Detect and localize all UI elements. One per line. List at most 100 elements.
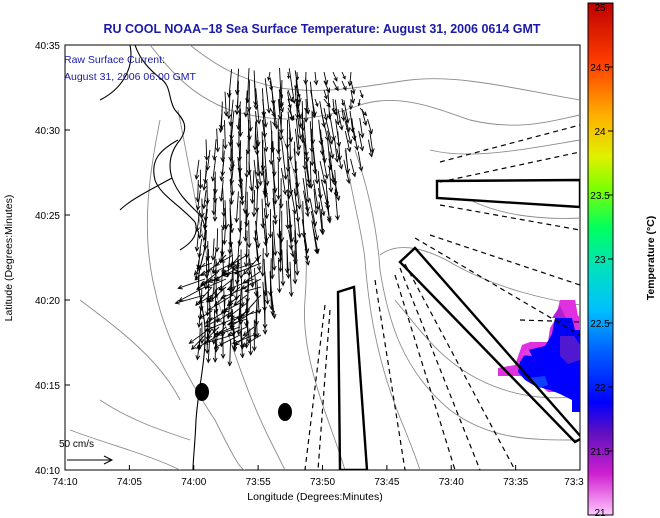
y-tick-label: 40:35 [35, 41, 60, 52]
y-tick-label: 40:15 [35, 381, 60, 392]
current-vector [288, 261, 294, 298]
current-vector [303, 239, 311, 266]
current-vector [304, 98, 309, 113]
current-vector [205, 278, 227, 289]
current-vector [212, 199, 218, 222]
current-vector [295, 71, 300, 81]
current-vector [357, 98, 361, 107]
current-vector [285, 200, 291, 230]
current-vector [202, 334, 234, 345]
current-vector [242, 326, 255, 337]
current-vector [344, 130, 352, 153]
current-vector [231, 334, 255, 345]
colorbar-tick-label: 23 [594, 255, 606, 266]
current-vector [264, 229, 270, 259]
current-vector [278, 111, 284, 142]
current-vector [303, 190, 310, 218]
current-vector [237, 200, 243, 234]
current-vector [254, 178, 260, 213]
current-vector [361, 109, 368, 127]
current-vector [281, 140, 288, 181]
current-vector [295, 201, 302, 239]
colorbar-tick-label: 24 [594, 127, 606, 138]
y-tick-label: 40:25 [35, 211, 60, 222]
colorbar-tick-label: 25 [594, 3, 606, 14]
current-vector [206, 340, 211, 364]
x-axis-label: Longitude (Degrees:Minutes) [247, 491, 382, 503]
current-vector [349, 110, 355, 134]
current-vector [232, 262, 255, 271]
current-vector [205, 240, 211, 262]
current-vector [261, 119, 269, 153]
current-vector [323, 107, 329, 122]
current-vector [295, 98, 300, 110]
current-vector [207, 294, 234, 311]
buoy-marker-b [278, 403, 292, 421]
current-vector [357, 151, 364, 172]
current-vector [317, 187, 326, 217]
current-vector [195, 210, 201, 233]
current-vector [206, 326, 220, 339]
y-axis-ticks: 40:35 40:30 40:25 40:20 40:15 40:10 [35, 41, 70, 477]
current-vector [198, 310, 213, 319]
current-vector [213, 334, 241, 349]
current-vector [220, 330, 226, 360]
current-vector [308, 161, 314, 190]
current-vector [216, 310, 234, 323]
current-vector [226, 89, 232, 120]
current-vector [334, 99, 341, 126]
current-vector [243, 241, 249, 268]
current-vector [234, 191, 240, 224]
current-vector [262, 218, 268, 247]
current-vector [239, 331, 245, 359]
current-vector [323, 80, 330, 94]
current-vector [320, 208, 325, 236]
current-vector [194, 231, 200, 252]
current-vector [214, 228, 220, 253]
current-vector [341, 98, 345, 107]
current-vector [287, 89, 294, 103]
current-vector [271, 231, 277, 271]
colorbar-tick-label: 24.5 [590, 63, 610, 74]
current-vector [313, 149, 320, 185]
current-vector [194, 159, 200, 180]
current-vector [264, 78, 272, 114]
current-vector [358, 130, 365, 152]
current-vector [255, 241, 262, 272]
current-vector [228, 302, 248, 318]
current-vector [199, 321, 205, 345]
current-vector [350, 158, 357, 178]
current-vector [323, 89, 328, 100]
current-vector [288, 129, 293, 162]
current-vector [350, 89, 356, 105]
current-vector [314, 98, 319, 108]
x-tick-label: 74:05 [117, 477, 142, 488]
y-tick-label: 40:10 [35, 466, 60, 477]
current-vector [313, 188, 319, 216]
current-vector [250, 170, 255, 205]
current-vector [226, 278, 255, 291]
current-vector [333, 178, 341, 202]
current-vector [340, 107, 346, 122]
current-vector [341, 71, 346, 80]
current-vector [219, 159, 225, 182]
current-vector [222, 120, 228, 150]
x-axis-ticks: 74:10 74:05 74:00 73:55 73:50 73:45 73:40 73:35… [52, 465, 584, 488]
current-vector [202, 170, 208, 191]
current-vector [198, 294, 213, 304]
current-vector [309, 128, 315, 167]
current-vector [351, 118, 357, 142]
current-vector [276, 161, 281, 200]
current-vector [227, 326, 248, 336]
x-tick-label: 73:50 [310, 477, 335, 488]
colorbar-tick-label: 23.5 [590, 191, 610, 202]
current-vector [302, 177, 310, 213]
current-vector [288, 179, 297, 215]
current-vector [227, 339, 233, 367]
current-vector [312, 229, 320, 254]
colorbar-label: Temperature (°C) [645, 216, 657, 301]
colorbar-ticks: 25 24.5 24 23.5 23 22.5 22 21.5 21 [590, 2, 613, 518]
current-vector [332, 71, 338, 82]
x-tick-label: 73:3 [564, 477, 584, 488]
current-vector [359, 89, 364, 99]
